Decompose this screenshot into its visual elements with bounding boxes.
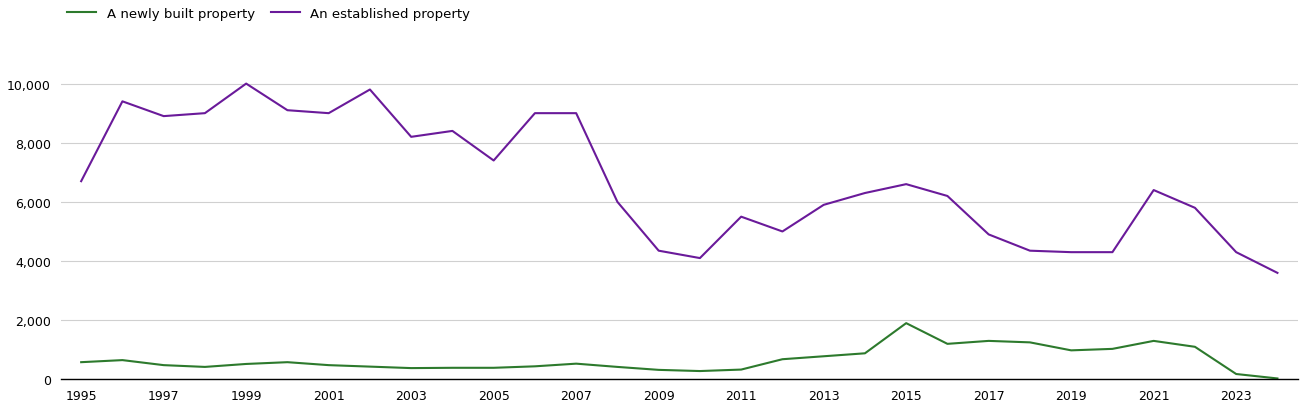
An established property <box>1188 206 1203 211</box>
Legend: A newly built property, An established property: A newly built property, An established p… <box>67 8 470 21</box>
A newly built property <box>1228 372 1244 377</box>
A newly built property <box>733 367 749 372</box>
A newly built property <box>651 368 667 373</box>
An established property <box>445 129 461 134</box>
A newly built property <box>1022 340 1037 345</box>
An established property <box>569 111 585 116</box>
An established property <box>898 182 913 187</box>
A newly built property <box>239 362 254 366</box>
A newly built property <box>485 366 501 371</box>
An established property <box>73 179 89 184</box>
A newly built property <box>981 339 997 344</box>
A newly built property <box>1146 339 1161 344</box>
An established property <box>1228 250 1244 255</box>
A newly built property <box>1188 344 1203 349</box>
An established property <box>197 111 213 116</box>
A newly built property <box>857 351 873 356</box>
A newly built property <box>940 342 955 346</box>
A newly built property <box>403 366 419 371</box>
A newly built property <box>569 361 585 366</box>
An established property <box>816 203 831 208</box>
An established property <box>609 200 625 205</box>
An established property <box>239 82 254 87</box>
An established property <box>775 229 791 234</box>
An established property <box>1146 188 1161 193</box>
An established property <box>527 111 543 116</box>
An established property <box>733 215 749 220</box>
A newly built property <box>321 363 337 368</box>
An established property <box>857 191 873 196</box>
A newly built property <box>692 369 707 373</box>
A newly built property <box>115 358 130 363</box>
An established property <box>1270 271 1285 276</box>
An established property <box>981 232 997 237</box>
An established property <box>115 100 130 105</box>
Line: An established property: An established property <box>81 84 1278 273</box>
A newly built property <box>155 363 171 368</box>
An established property <box>279 108 295 113</box>
Line: A newly built property: A newly built property <box>81 324 1278 378</box>
A newly built property <box>609 364 625 369</box>
A newly built property <box>1104 346 1120 351</box>
An established property <box>403 135 419 140</box>
An established property <box>361 88 377 93</box>
An established property <box>651 249 667 254</box>
A newly built property <box>816 354 831 359</box>
An established property <box>485 159 501 164</box>
A newly built property <box>279 360 295 365</box>
An established property <box>321 111 337 116</box>
An established property <box>1022 249 1037 254</box>
An established property <box>692 256 707 261</box>
An established property <box>1064 250 1079 255</box>
An established property <box>940 194 955 199</box>
A newly built property <box>73 360 89 365</box>
A newly built property <box>197 364 213 369</box>
A newly built property <box>1064 348 1079 353</box>
A newly built property <box>898 321 913 326</box>
A newly built property <box>527 364 543 369</box>
A newly built property <box>445 366 461 371</box>
An established property <box>155 115 171 119</box>
A newly built property <box>361 364 377 369</box>
A newly built property <box>775 357 791 362</box>
A newly built property <box>1270 376 1285 381</box>
An established property <box>1104 250 1120 255</box>
